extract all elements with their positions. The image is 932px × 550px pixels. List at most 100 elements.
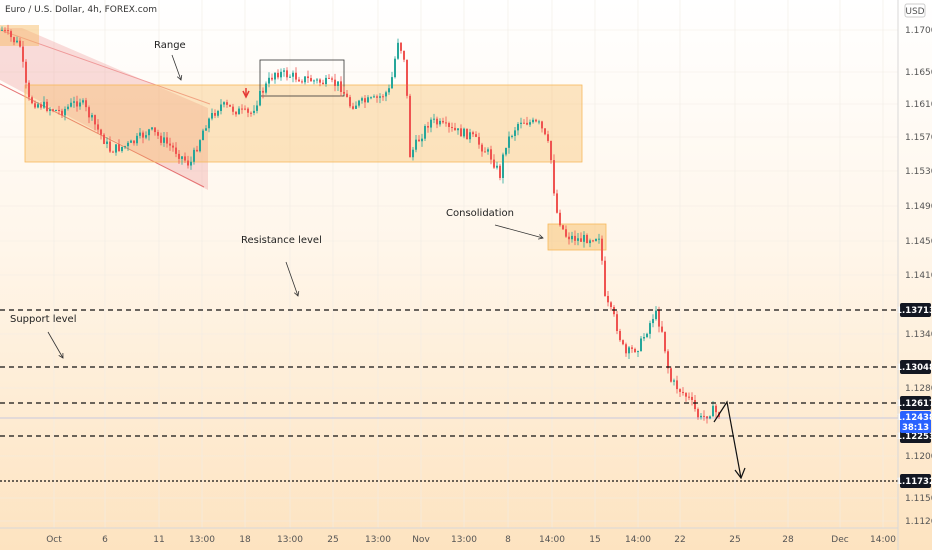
candle-body xyxy=(544,128,546,135)
x-tick-label: 6 xyxy=(102,535,108,545)
y-tick-label: 1.16100 xyxy=(905,100,932,110)
candle-body xyxy=(310,78,312,82)
candle-body xyxy=(697,409,699,418)
candle-body xyxy=(196,149,198,152)
candle-body xyxy=(532,119,534,123)
currency-badge-box[interactable] xyxy=(904,3,926,18)
candle-body xyxy=(289,76,291,78)
candle-body xyxy=(424,126,426,139)
candle-body xyxy=(331,78,333,80)
candle-body xyxy=(499,165,501,178)
candle-body xyxy=(472,132,474,135)
zones xyxy=(0,25,607,251)
candle-body xyxy=(715,405,717,413)
candle-body xyxy=(70,102,72,107)
candle-body xyxy=(373,96,375,98)
y-tick-label: 1.12800 xyxy=(905,384,932,394)
candle-body xyxy=(628,347,630,354)
candle-body xyxy=(517,123,519,131)
candle-body xyxy=(124,146,126,148)
candle-body xyxy=(394,58,396,78)
candle-body xyxy=(328,77,330,79)
candle-body xyxy=(514,130,516,136)
candle-body xyxy=(127,142,129,147)
price-level-label: 1.13048 xyxy=(896,363,932,373)
x-tick-label: Nov xyxy=(412,535,430,545)
candle-body xyxy=(586,234,588,244)
y-tick-label: 1.14100 xyxy=(905,271,932,281)
candle-body xyxy=(187,160,189,166)
range-arrow-head xyxy=(176,74,183,81)
candle-body xyxy=(178,153,180,159)
candle-body xyxy=(232,106,234,112)
price-level-tag xyxy=(900,303,931,317)
x-tick-label: 13:00 xyxy=(365,535,391,545)
candle-body xyxy=(400,42,402,51)
candle-body xyxy=(28,82,30,98)
x-tick-label: 13:00 xyxy=(451,535,477,545)
channel-top-line xyxy=(0,29,211,105)
candle-body xyxy=(664,331,666,352)
candle-body xyxy=(412,149,414,158)
candle-body xyxy=(595,238,597,241)
candle-body xyxy=(376,96,378,98)
candle-body xyxy=(220,104,222,111)
candle-body xyxy=(88,107,90,118)
price-level-label: 1.12617 xyxy=(896,399,932,409)
candle-body xyxy=(652,319,654,324)
grid xyxy=(0,0,898,528)
y-tick-label: 1.14500 xyxy=(905,237,932,247)
candle-body xyxy=(46,101,48,111)
candle-body xyxy=(706,416,708,419)
candle-body xyxy=(571,235,573,240)
candle-body xyxy=(493,159,495,168)
candle-body xyxy=(679,389,681,392)
price-levels: 1.13713 1.13048 1.12617 1.12253 1.11732 1.124… xyxy=(0,303,932,488)
candle-body xyxy=(16,40,18,43)
candle-body xyxy=(76,101,78,107)
candle-body xyxy=(397,42,399,59)
candle-body xyxy=(463,128,465,137)
candle-body xyxy=(625,344,627,354)
candle-body xyxy=(385,92,387,97)
candle-body xyxy=(322,82,324,85)
candle-body xyxy=(616,314,618,332)
candle-body xyxy=(433,118,435,120)
candle-body xyxy=(313,80,315,82)
x-tick-label: 22 xyxy=(674,535,685,545)
candle-body xyxy=(670,368,672,382)
x-tick-label: 28 xyxy=(782,535,794,545)
candle-body xyxy=(181,156,183,159)
price-axis[interactable]: 1.17000 1.16500 1.16100 1.15700 1.15300 1.149… xyxy=(905,26,932,527)
candle-body xyxy=(445,122,447,124)
x-tick-label: Oct xyxy=(46,535,62,545)
candle-body xyxy=(568,236,570,240)
candle-body xyxy=(109,141,111,152)
candle-body xyxy=(688,396,690,398)
annotation-label: Consolidation xyxy=(446,208,514,219)
candle-body xyxy=(409,95,411,158)
candle-body xyxy=(361,98,363,101)
candle-body xyxy=(64,108,66,116)
candle-body xyxy=(58,110,60,112)
candle-body xyxy=(382,96,384,98)
candle-body xyxy=(295,72,297,80)
time-axis[interactable]: Oct 6 11 13:00 18 13:00 25 13:00 Nov 13:00 8 14:00 1… xyxy=(0,527,898,545)
candle-body xyxy=(55,110,57,112)
candle-body xyxy=(391,77,393,89)
candle-body xyxy=(271,77,273,80)
candle-body xyxy=(274,72,276,80)
annotation-label: Resistance level xyxy=(241,235,322,246)
candle-body xyxy=(460,128,462,137)
candle-body xyxy=(367,97,369,103)
candle-body xyxy=(10,31,12,38)
candle-body xyxy=(217,110,219,116)
resistance-arrow xyxy=(285,261,299,297)
currency-badge[interactable]: USD xyxy=(905,7,924,17)
price-level-label: 1.13713 xyxy=(896,306,932,316)
candle-body xyxy=(418,139,420,142)
candle-body xyxy=(262,90,264,93)
candle-body xyxy=(280,71,282,78)
candle-body xyxy=(523,122,525,124)
